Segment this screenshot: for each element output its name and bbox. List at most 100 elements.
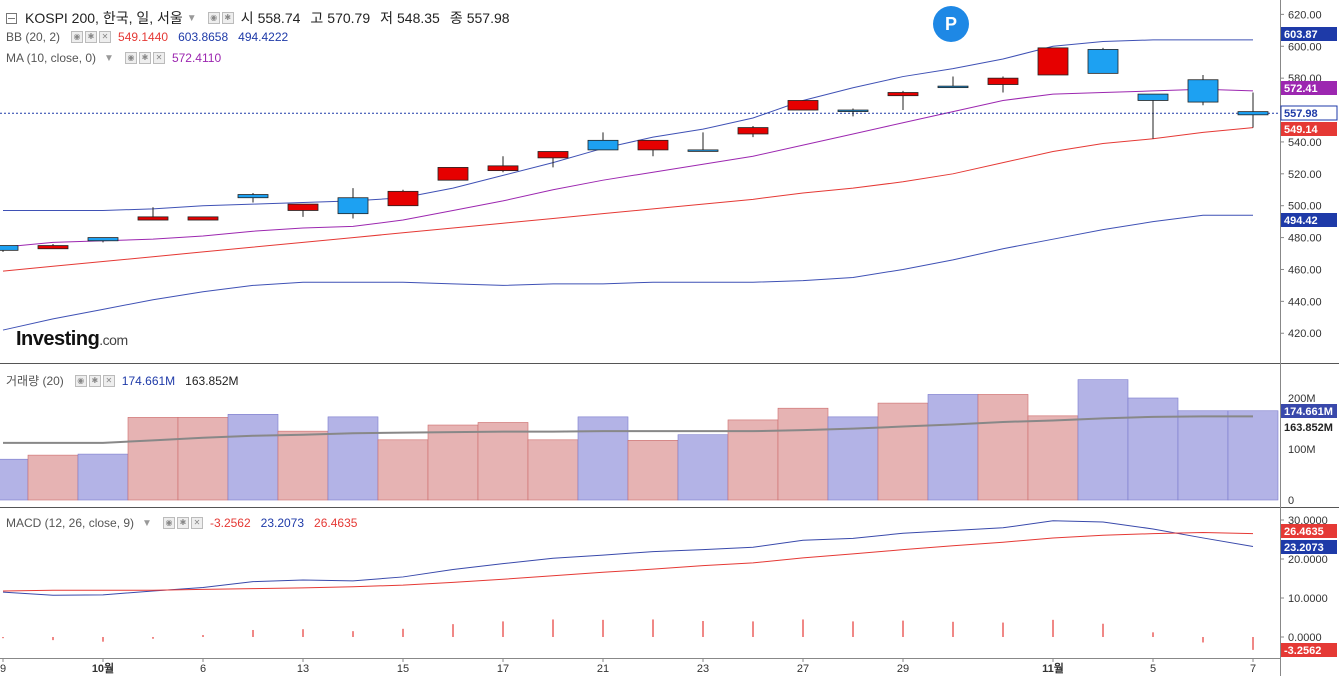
low-label: 저 [380, 10, 394, 26]
volume-bar [827, 416, 879, 501]
tag-volume-1: 174.661M [1281, 404, 1337, 418]
candle-body [87, 237, 119, 242]
candle [37, 243, 69, 250]
time-tick-label: 6 [200, 663, 206, 675]
tag-bb-upper-bg [1281, 27, 1337, 41]
chevron-down-icon[interactable]: ▼ [186, 12, 197, 24]
time-tick-label: 11월 [1042, 661, 1064, 675]
macd-legend: MACD (12, 26, close, 9) ▼ ◉ ✱ ✕ -3.2562 23… [6, 516, 363, 530]
time-tick-label: 23 [697, 663, 709, 675]
volume-legend: 거래량 (20) ◉ ✱ ✕ 174.661M 163.852M [6, 372, 245, 389]
macd-line-value: 23.2073 [260, 516, 305, 530]
candle [987, 76, 1019, 93]
gear-icon[interactable]: ✱ [88, 374, 101, 387]
tag-close-bg [1281, 106, 1337, 120]
volume-bar [0, 458, 29, 501]
candle [1187, 74, 1219, 106]
tag-close: 557.98 [1281, 106, 1337, 120]
volume-bar [577, 416, 629, 501]
candle [0, 245, 19, 252]
gear-icon[interactable]: ✱ [176, 517, 189, 529]
candle [737, 125, 769, 138]
candle-body [637, 139, 669, 151]
tag-bb-upper: 603.87 [1281, 27, 1337, 41]
volume-bar [1177, 410, 1229, 501]
volume-bar [1227, 410, 1279, 501]
collapse-icon[interactable] [6, 12, 17, 24]
tag-volume-2: 163.852M [1281, 420, 1337, 434]
tag-macd-hist: -3.2562 [1281, 643, 1337, 657]
bb-controls[interactable]: ◉ ✱ ✕ [71, 31, 112, 43]
candle [1037, 47, 1069, 76]
volume-bar [677, 434, 729, 501]
candle-body [37, 245, 69, 250]
candle-body [1237, 111, 1269, 116]
candle-body [1187, 79, 1219, 103]
bb-legend: BB (20, 2) ◉ ✱ ✕ 549.1440 603.8658 494.422… [6, 30, 294, 44]
legend-controls[interactable]: ◉ ✱ [207, 12, 234, 24]
volume-bar [1027, 415, 1079, 501]
candle [1237, 92, 1269, 128]
high-label: 고 [310, 10, 324, 26]
price-tick-label: 620.00 [1288, 9, 1322, 21]
price-tick-label: 500.00 [1288, 201, 1322, 213]
candle [187, 216, 219, 221]
price-tick-label: 520.00 [1288, 169, 1322, 181]
macd-tick-label: 0.0000 [1288, 632, 1322, 644]
candle [787, 100, 819, 111]
candle [937, 76, 969, 89]
ma-controls[interactable]: ◉ ✱ ✕ [124, 52, 165, 64]
volume-tick-label: 100M [1288, 444, 1316, 456]
volume-controls[interactable]: ◉ ✱ ✕ [74, 374, 115, 387]
bb-lower-value: 549.1440 [118, 30, 169, 44]
close-icon[interactable]: ✕ [99, 31, 112, 43]
candle-body [437, 167, 469, 181]
bb-upper-value: 603.8658 [178, 30, 229, 44]
volume-ma-line [3, 415, 1253, 444]
candle [437, 167, 469, 181]
chevron-down-icon[interactable]: ▼ [142, 517, 152, 529]
candle-body [737, 127, 769, 135]
gear-icon[interactable]: ✱ [138, 52, 151, 64]
candle-body [187, 216, 219, 221]
chevron-down-icon[interactable]: ▼ [104, 52, 114, 64]
volume-bar [727, 419, 779, 501]
volume-bar [877, 402, 929, 501]
time-tick-label: 15 [397, 663, 409, 675]
candle [1087, 47, 1119, 74]
candle-body [1037, 47, 1069, 76]
macd-controls[interactable]: ◉ ✱ ✕ [162, 517, 203, 529]
symbol-title: KOSPI 200, 한국, 일, 서울 [25, 10, 183, 26]
volume-bar [1127, 397, 1179, 501]
logo-suffix: .com [99, 332, 128, 348]
candle [387, 189, 419, 207]
tag-bb-lower-bg [1281, 122, 1337, 136]
tag-close-border [1280, 105, 1338, 121]
high-value: 570.79 [327, 10, 371, 26]
close-icon[interactable]: ✕ [190, 517, 203, 529]
close-icon[interactable]: ✕ [152, 52, 165, 64]
eye-icon[interactable]: ◉ [207, 12, 220, 24]
volume-bar [527, 439, 579, 501]
gear-icon[interactable]: ✱ [221, 12, 234, 24]
tag-bb-lower-text: 549.14 [1284, 124, 1319, 136]
volume-bar [27, 454, 79, 501]
gear-icon[interactable]: ✱ [85, 31, 98, 43]
candle [487, 156, 519, 173]
close-label: 종 [449, 10, 463, 26]
time-tick-label: 7 [1250, 663, 1256, 675]
tag-volume-2-text: 163.852M [1284, 422, 1333, 434]
eye-icon[interactable]: ◉ [162, 517, 175, 529]
eye-icon[interactable]: ◉ [71, 31, 84, 43]
candle [337, 188, 369, 219]
eye-icon[interactable]: ◉ [124, 52, 137, 64]
candle [837, 108, 869, 117]
p-badge[interactable]: P [933, 6, 969, 42]
price-tick-label: 600.00 [1288, 41, 1322, 53]
eye-icon[interactable]: ◉ [74, 374, 87, 387]
close-icon[interactable]: ✕ [102, 374, 115, 387]
volume-label: 거래량 (20) [6, 374, 64, 388]
candle-body [787, 100, 819, 111]
tag-ma-bg [1281, 81, 1337, 95]
